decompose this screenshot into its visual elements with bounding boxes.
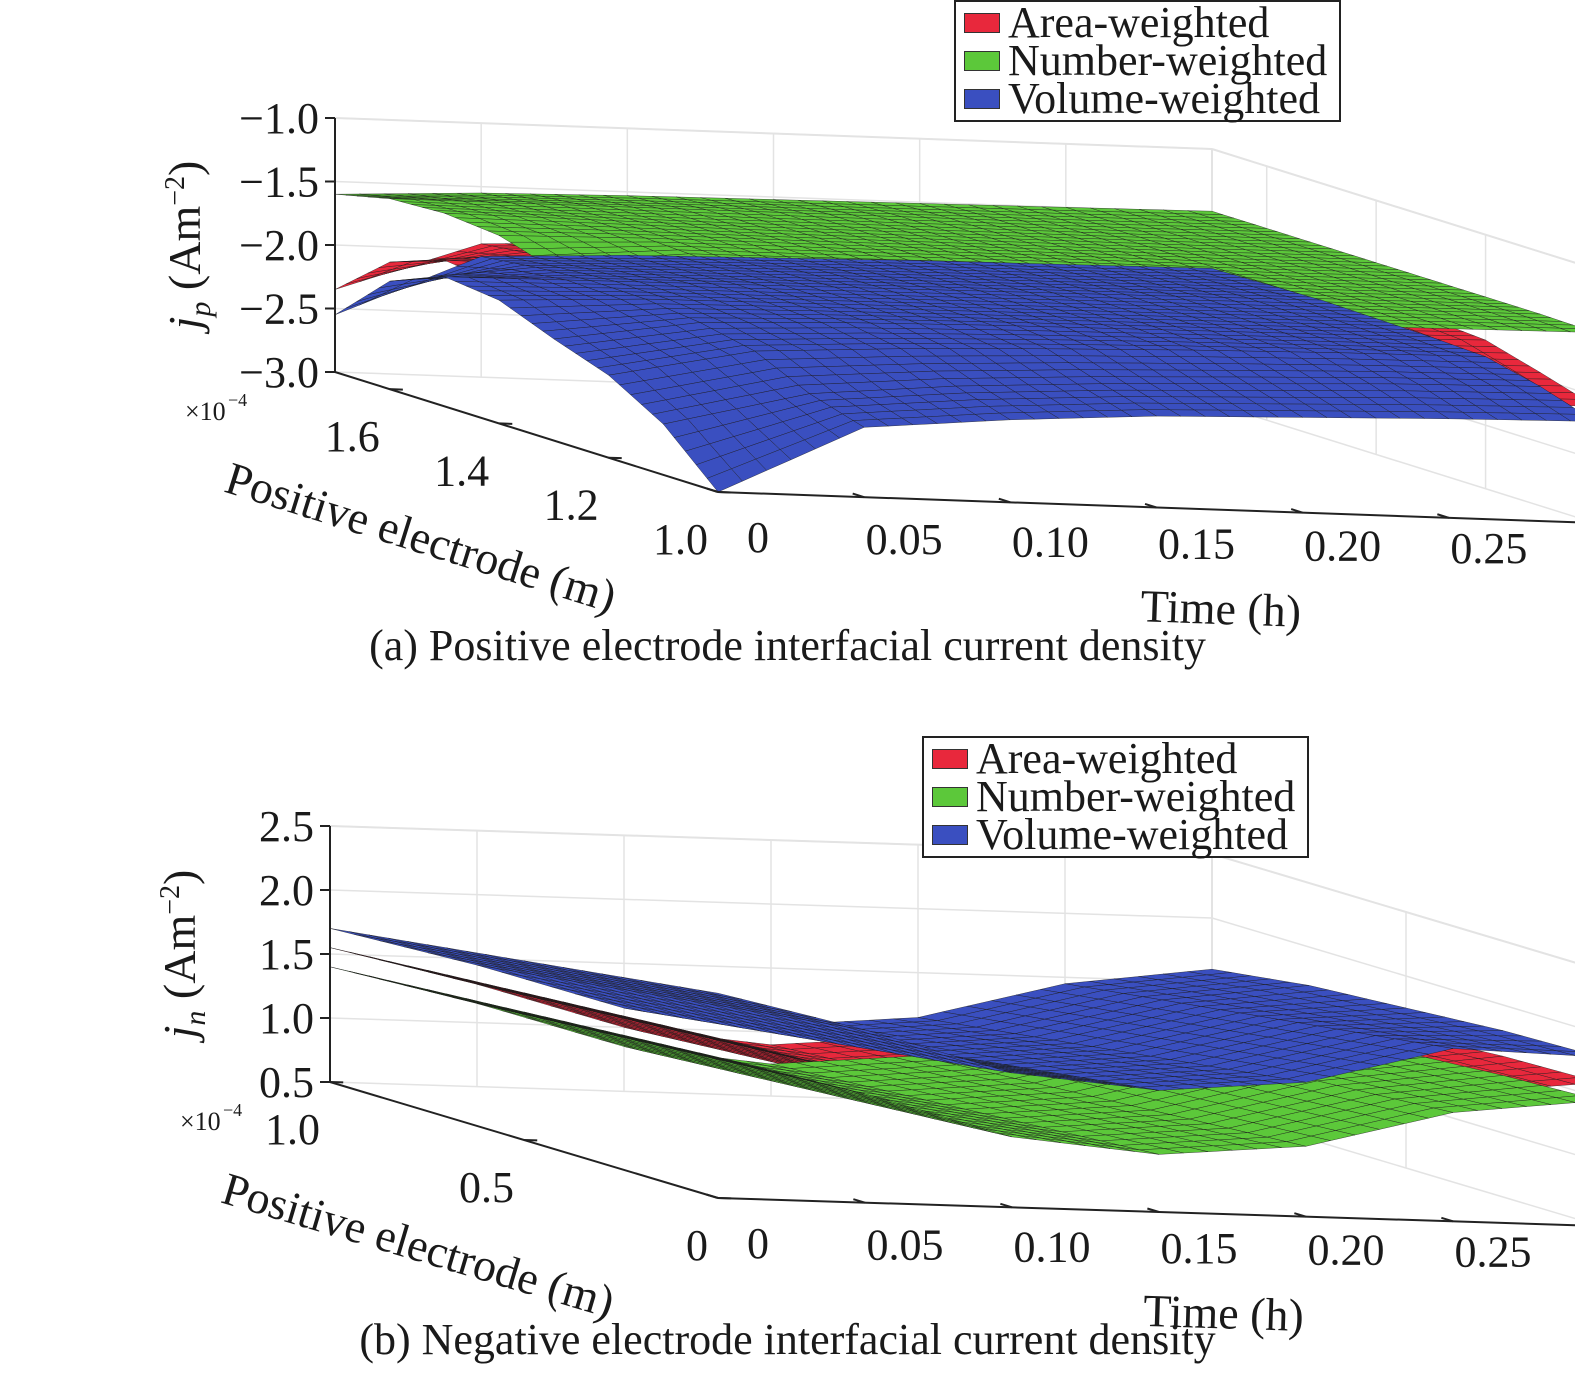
legend-label: Number-weighted [1008, 36, 1328, 85]
x-tick-label: 1.4 [434, 446, 489, 495]
chart-panel-a: −1.0 −1.5 −2.0 −2.5 −3.0 1.6 1.4 1.2 1.0 0 0.05 0.1… [159, 0, 1575, 670]
z-tick-label: −3.0 [239, 348, 319, 397]
surface-cell [334, 299, 371, 316]
x-axis-label: Positive electrode (m) [220, 452, 623, 622]
y-tick [998, 497, 1011, 504]
x-tick-label: 1.6 [325, 412, 380, 461]
y-tick-label: 0.10 [1012, 517, 1089, 566]
y-tick [1290, 508, 1303, 514]
z-tick-label: −2.0 [239, 221, 319, 270]
gridline [1211, 402, 1575, 518]
chart-panel-b: 2.5 2.0 1.5 1.0 0.5 1.0 0.5 0 0 0.05 0.10 0.15 0.20 0… [0, 694, 1575, 1388]
z-tick-label: −1.5 [239, 158, 319, 207]
box-edge [334, 117, 1213, 150]
z-tick-label: −1.0 [239, 94, 319, 143]
legend-item-volume: Volume-weighted [964, 74, 1327, 123]
caption-a: (a) Positive electrode interfacial curre… [369, 621, 1206, 670]
x-exponent: ×10 [185, 397, 226, 426]
y-tick-label: 0.25 [1450, 524, 1527, 573]
y-tick-label: 0.20 [1304, 522, 1381, 571]
legend-swatch-area [964, 13, 1000, 33]
x-axis-line [334, 371, 719, 493]
gridline [1211, 853, 1575, 964]
y-axis-line [717, 491, 1575, 524]
y-tick-label: 0 [747, 513, 769, 562]
y-axis-label: Time (h) [1140, 580, 1302, 637]
legend-item-area: Area-weighted [964, 0, 1327, 47]
x-tick-label: 1.2 [544, 481, 599, 530]
z-label-unit: (Am [159, 206, 210, 302]
surfaces [334, 192, 1575, 493]
z-tick-label: −2.5 [239, 285, 319, 334]
y-tick [1437, 513, 1450, 519]
surface-cell [706, 468, 743, 493]
y-tick [1144, 502, 1157, 509]
z-axis-label: jp (Am−2) [159, 161, 217, 335]
legend-label: Volume-weighted [1008, 74, 1321, 123]
y-tick [852, 492, 865, 499]
x-exponent-power: −4 [228, 390, 247, 410]
z-label-sub: p [184, 302, 217, 319]
surface-cell [334, 277, 371, 290]
surface-plot-b: 2.52.01.51.00.51.00.50 0 0.05 0.10 0.15 0.20 0… [154, 802, 1575, 1341]
y-tick [706, 487, 719, 493]
surface-cell [345, 294, 382, 309]
z-label-close: ) [159, 161, 210, 176]
y-tick-label: 0.15 [1158, 520, 1235, 569]
legend-swatch-number [964, 51, 1000, 71]
surfaces [329, 928, 1575, 1155]
x-tick-label: 1.0 [653, 515, 708, 564]
surface-volume [334, 255, 1575, 493]
box-edge [1211, 148, 1575, 264]
y-tick-label: 0.05 [866, 515, 943, 564]
surface-plot-a: −1.0 −1.5 −2.0 −2.5 −3.01.6 1.4 1.2 1.0 0 0.05 0.1… [159, 94, 1575, 637]
legend-label: Area-weighted [1008, 0, 1270, 47]
legend-swatch-volume [964, 89, 1000, 109]
z-label-main: j [159, 317, 210, 335]
z-label-exp: −2 [160, 176, 191, 206]
box-edge [1211, 853, 1575, 964]
surface-cell [698, 1033, 743, 1045]
legend-a: Area-weighted Number-weighted Volume-wei… [954, 0, 1342, 123]
legend-item-number: Number-weighted [964, 36, 1328, 85]
